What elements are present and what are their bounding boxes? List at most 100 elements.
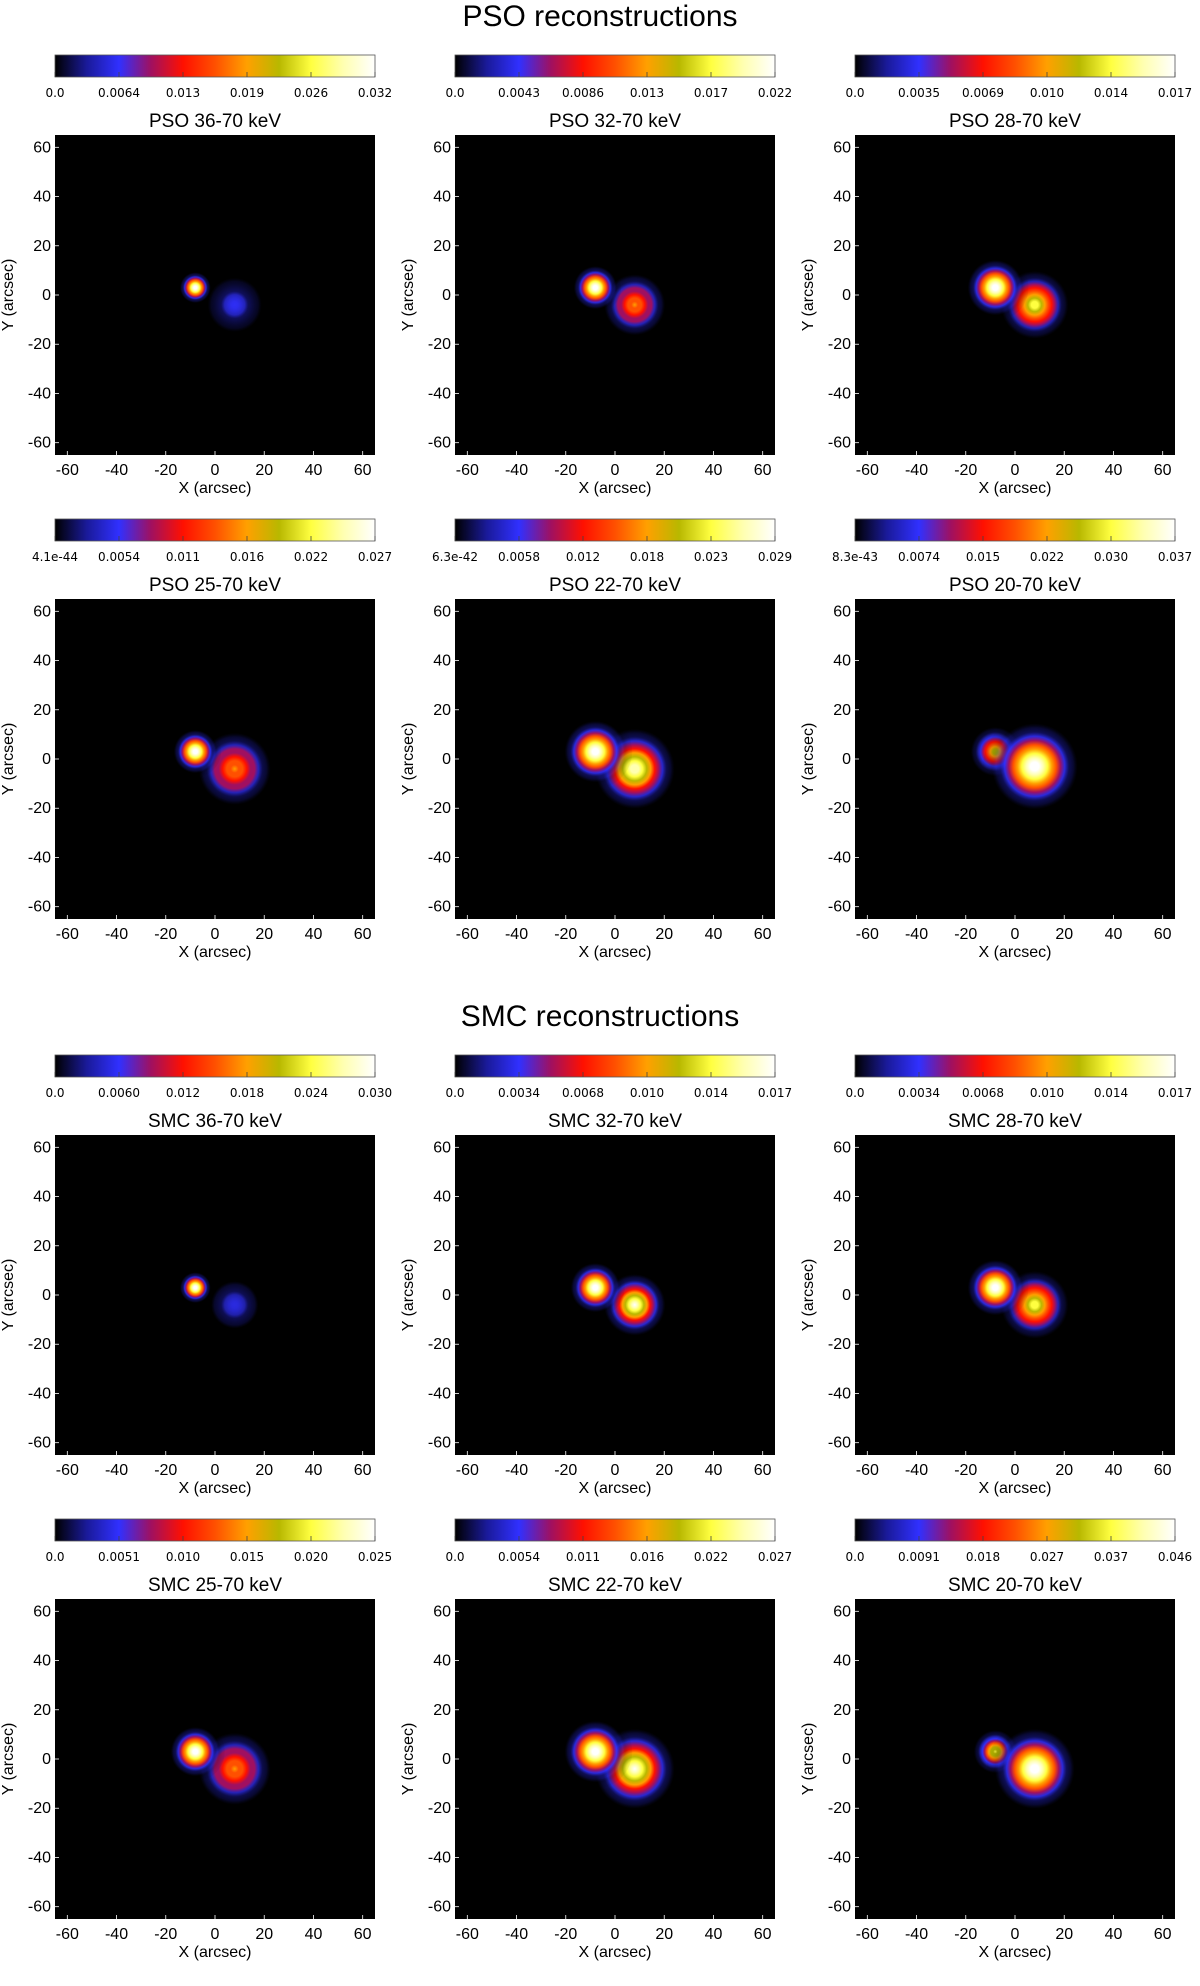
x-tick-label: 20	[255, 926, 273, 943]
y-tick-label: 60	[33, 603, 51, 620]
y-tick-label: 0	[842, 1751, 851, 1768]
source-blob	[565, 1258, 625, 1318]
heatmap-svg: 0.0 0.0034 0.0068 0.010 0.014 0.017 SMC 32-70 …	[400, 1054, 792, 1497]
colorbar-tick-label: 0.022	[694, 1550, 728, 1564]
panel-title: SMC 22-70 keV	[548, 1575, 682, 1596]
x-tick-label: -60	[856, 1462, 879, 1479]
colorbar-tick-label: 0.037	[1094, 1550, 1128, 1564]
colorbar-tick-label: 0.025	[358, 1550, 392, 1564]
x-tick-label: -60	[56, 926, 79, 943]
y-tick-label: 40	[33, 189, 51, 206]
x-axis-label: X (arcsec)	[579, 1480, 652, 1497]
colorbar-tick-label: 0.0068	[962, 1086, 1004, 1100]
x-tick-label: -40	[505, 926, 528, 943]
x-axis-label: X (arcsec)	[579, 944, 652, 961]
y-tick-label: 40	[33, 653, 51, 670]
colorbar-tick-label: 0.026	[294, 86, 328, 100]
y-tick-label: -40	[28, 1385, 51, 1402]
x-tick-label: 0	[1011, 1926, 1020, 1943]
x-tick-label: 60	[1154, 1926, 1172, 1943]
x-tick-label: -20	[954, 1462, 977, 1479]
x-tick-label: -20	[954, 1926, 977, 1943]
x-tick-label: 0	[1011, 926, 1020, 943]
colorbar-tick-label: 0.0060	[98, 1086, 140, 1100]
y-tick-label: -20	[828, 1800, 851, 1817]
colorbar-tick-label: 8.3e-43	[832, 550, 878, 564]
colorbar-tick-label: 0.020	[294, 1550, 328, 1564]
y-axis-label: Y (arcsec)	[800, 259, 817, 332]
x-tick-label: -60	[56, 1462, 79, 1479]
y-tick-label: 20	[33, 1238, 51, 1255]
source-blob	[558, 714, 633, 789]
x-tick-label: -20	[154, 1462, 177, 1479]
colorbar-tick-label: 0.013	[630, 86, 664, 100]
y-tick-label: 0	[842, 751, 851, 768]
x-axis-label: X (arcsec)	[579, 1944, 652, 1961]
x-tick-label: 40	[705, 926, 723, 943]
chart-panel: 4.1e-44 0.0054 0.011 0.016 0.022 0.027 PSO 25-…	[0, 516, 400, 986]
y-tick-label: -20	[828, 1336, 851, 1353]
y-tick-label: 20	[433, 1238, 451, 1255]
colorbar-tick-label: 0.017	[758, 1086, 792, 1100]
colorbar	[854, 54, 1176, 78]
colorbar-tick-label: 0.010	[1030, 86, 1064, 100]
colorbar-tick-label: 0.010	[1030, 1086, 1064, 1100]
x-tick-label: 40	[305, 462, 323, 479]
x-tick-label: 40	[705, 1926, 723, 1943]
y-tick-label: 60	[433, 1139, 451, 1156]
x-tick-label: -20	[154, 1926, 177, 1943]
colorbar-tick-label: 0.022	[1030, 550, 1064, 564]
colorbar-tick-label: 0.024	[294, 1086, 328, 1100]
y-tick-label: 40	[33, 1189, 51, 1206]
y-tick-label: -20	[428, 1800, 451, 1817]
x-tick-label: 20	[655, 1926, 673, 1943]
colorbar-tick-label: 0.015	[230, 1550, 264, 1564]
colorbar-tick-label: 0.0068	[562, 1086, 604, 1100]
x-tick-label: 40	[705, 1462, 723, 1479]
x-tick-label: 40	[305, 1926, 323, 1943]
x-tick-label: -60	[456, 1926, 479, 1943]
heatmap-svg: 0.0 0.0034 0.0068 0.010 0.014 0.017 SMC 28-70 …	[800, 1054, 1192, 1497]
colorbar	[854, 1518, 1176, 1542]
x-tick-label: 40	[1105, 1926, 1123, 1943]
colorbar-tick-label: 0.0	[445, 1550, 464, 1564]
heatmap-svg: 8.3e-43 0.0074 0.015 0.022 0.030 0.037 PSO 20-…	[800, 518, 1192, 961]
y-tick-label: -40	[428, 385, 451, 402]
y-tick-label: -40	[428, 1849, 451, 1866]
y-tick-label: -20	[28, 336, 51, 353]
x-tick-label: 20	[655, 462, 673, 479]
panel-title: PSO 22-70 keV	[549, 575, 681, 596]
colorbar-tick-label: 0.018	[230, 1086, 264, 1100]
colorbar-tick-label: 6.3e-42	[432, 550, 478, 564]
x-tick-label: 0	[611, 1462, 620, 1479]
y-tick-label: 0	[442, 1751, 451, 1768]
colorbar-tick-label: 0.0	[45, 1550, 64, 1564]
chart-panel: 0.0 0.0035 0.0069 0.010 0.014 0.017 PSO 28-70 …	[800, 52, 1200, 522]
panel-title: PSO 25-70 keV	[149, 575, 281, 596]
x-axis-label: X (arcsec)	[979, 944, 1052, 961]
x-tick-label: -40	[905, 462, 928, 479]
x-tick-label: 60	[1154, 926, 1172, 943]
colorbar-tick-label: 0.011	[566, 1550, 600, 1564]
x-axis-label: X (arcsec)	[979, 1480, 1052, 1497]
y-tick-label: -60	[828, 1899, 851, 1916]
x-tick-label: 40	[705, 462, 723, 479]
y-tick-label: 20	[833, 238, 851, 255]
colorbar-tick-label: 0.0	[845, 86, 864, 100]
colorbar-tick-label: 0.011	[166, 550, 200, 564]
x-tick-label: -20	[554, 1462, 577, 1479]
y-tick-label: -40	[828, 1385, 851, 1402]
x-tick-label: -20	[554, 1926, 577, 1943]
colorbar	[854, 1054, 1176, 1078]
y-tick-label: -20	[28, 800, 51, 817]
source-blob	[194, 264, 276, 346]
y-axis-label: Y (arcsec)	[0, 259, 17, 332]
y-tick-label: -60	[428, 1899, 451, 1916]
x-axis-label: X (arcsec)	[179, 480, 252, 497]
x-axis-label: X (arcsec)	[579, 480, 652, 497]
colorbar-tick-label: 0.023	[694, 550, 728, 564]
colorbar-tick-label: 0.012	[166, 1086, 200, 1100]
colorbar-tick-label: 0.010	[166, 1550, 200, 1564]
colorbar	[854, 518, 1176, 542]
